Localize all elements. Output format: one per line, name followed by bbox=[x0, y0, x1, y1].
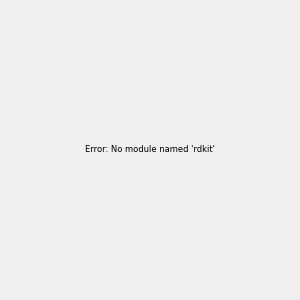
Text: Error: No module named 'rdkit': Error: No module named 'rdkit' bbox=[85, 146, 215, 154]
